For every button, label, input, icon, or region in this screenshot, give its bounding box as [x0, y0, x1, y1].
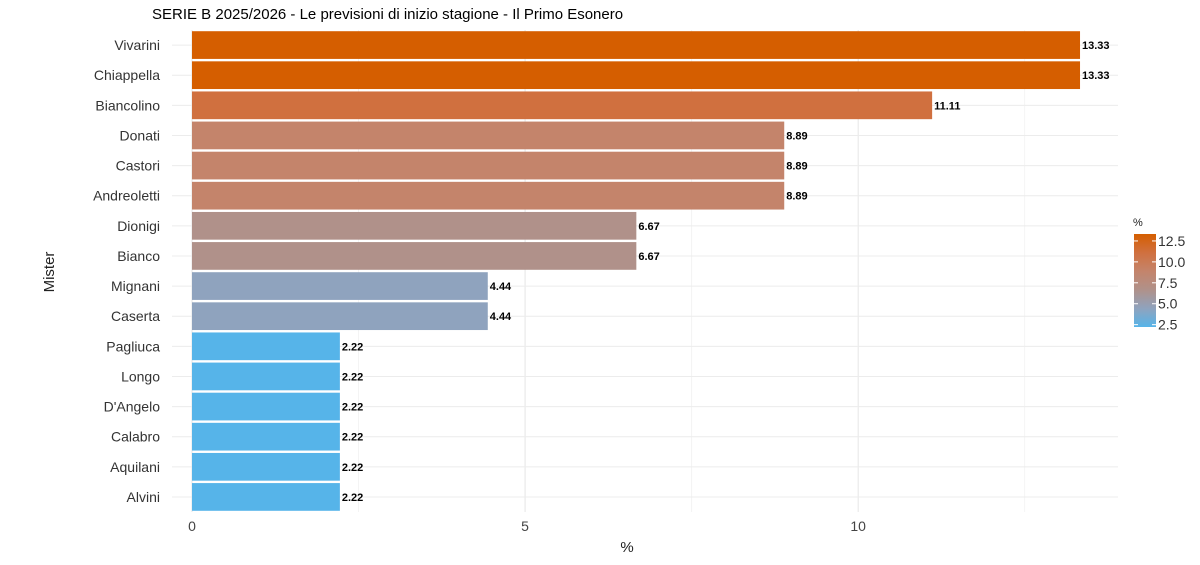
- bars: [191, 31, 1081, 511]
- value-label: 8.89: [786, 161, 807, 173]
- category-label: Calabro: [111, 429, 160, 445]
- bar: [191, 211, 637, 240]
- bar: [191, 272, 488, 300]
- chart-title: SERIE B 2025/2026 - Le previsioni di ini…: [152, 6, 623, 23]
- category-label: Caserta: [111, 308, 160, 324]
- legend-tick-label: 7.5: [1158, 275, 1178, 291]
- category-label: Pagliuca: [106, 338, 160, 354]
- y-axis-label: Mister: [41, 252, 58, 293]
- value-label: 8.89: [786, 191, 807, 203]
- category-label: Donati: [120, 127, 160, 143]
- value-label: 2.22: [342, 371, 363, 383]
- legend-title: %: [1133, 217, 1143, 229]
- bar: [191, 242, 637, 270]
- legend-tick-label: 2.5: [1158, 317, 1178, 333]
- value-labels: 13.33 13.33 11.11 8.89 8.89 8.89 6.67 6.67 4.44 4…: [342, 40, 1110, 504]
- category-labels: Vivarini Chiappella Biancolino Donati Castor…: [93, 37, 160, 505]
- bar: [191, 392, 340, 421]
- category-label: Castori: [116, 158, 160, 174]
- legend-tick-label: 10.0: [1158, 254, 1185, 270]
- category-label: Mignani: [111, 278, 160, 294]
- x-axis-label: %: [620, 539, 633, 556]
- category-label: Aquilani: [110, 459, 160, 475]
- bar: [191, 91, 933, 120]
- category-label: D'Angelo: [104, 399, 161, 415]
- value-label: 13.33: [1082, 40, 1110, 52]
- value-label: 11.11: [934, 100, 960, 112]
- category-label: Dionigi: [117, 218, 160, 234]
- value-label: 6.67: [638, 251, 659, 263]
- value-label: 2.22: [342, 341, 363, 353]
- bar: [191, 362, 340, 391]
- bar: [191, 151, 785, 180]
- bar: [191, 31, 1081, 59]
- value-label: 6.67: [638, 221, 659, 233]
- category-label: Alvini: [127, 489, 160, 505]
- value-label: 4.44: [490, 281, 512, 293]
- legend: % 2.5 5.0 7.5 10.0 12.5: [1133, 217, 1185, 333]
- value-label: 2.22: [342, 432, 363, 444]
- value-label: 2.22: [342, 462, 363, 474]
- value-label: 4.44: [490, 311, 512, 323]
- value-label: 2.22: [342, 492, 363, 504]
- category-label: Longo: [121, 368, 160, 384]
- bar: [191, 332, 340, 361]
- bar: [191, 302, 488, 331]
- legend-tick-label: 5.0: [1158, 296, 1178, 312]
- category-label: Vivarini: [114, 37, 160, 53]
- legend-colorbar: [1134, 234, 1156, 327]
- category-label: Chiappella: [94, 67, 160, 83]
- x-tick-label: 10: [850, 518, 866, 534]
- category-label: Bianco: [117, 248, 160, 264]
- bar: [191, 121, 785, 150]
- bar: [191, 483, 340, 511]
- bar: [191, 61, 1081, 90]
- bar: [191, 181, 785, 210]
- bar: [191, 452, 340, 481]
- value-label: 13.33: [1082, 70, 1110, 82]
- bar: [191, 422, 340, 451]
- category-label: Biancolino: [95, 97, 160, 113]
- x-tick-label: 0: [188, 518, 196, 534]
- value-label: 2.22: [342, 402, 363, 414]
- category-label: Andreoletti: [93, 188, 160, 204]
- x-tick-labels: 0 5 10: [188, 518, 866, 534]
- x-tick-label: 5: [521, 518, 529, 534]
- value-label: 8.89: [786, 130, 807, 142]
- legend-tick-label: 12.5: [1158, 233, 1185, 249]
